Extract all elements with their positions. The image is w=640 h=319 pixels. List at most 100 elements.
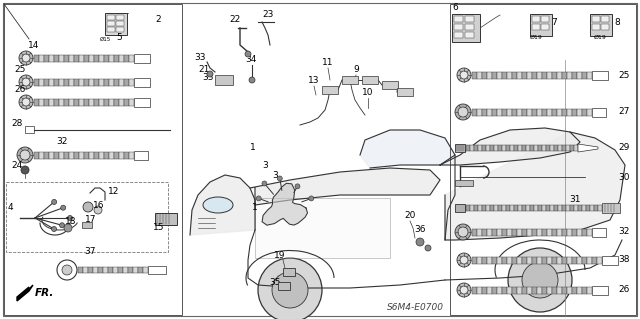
Bar	[530, 145, 534, 151]
Bar	[550, 205, 554, 211]
Bar	[532, 24, 540, 30]
Bar	[497, 256, 502, 263]
Circle shape	[455, 104, 471, 120]
Bar	[587, 108, 592, 115]
Bar	[587, 256, 592, 263]
Text: 23: 23	[262, 10, 274, 19]
Text: 2: 2	[155, 16, 161, 25]
Bar	[592, 108, 606, 116]
Bar	[69, 152, 74, 159]
Bar	[362, 76, 378, 84]
Bar	[566, 145, 570, 151]
Bar	[114, 78, 119, 85]
Bar	[44, 99, 49, 106]
Bar	[532, 228, 537, 235]
Text: Ø15: Ø15	[99, 36, 111, 41]
Bar	[105, 13, 127, 35]
Bar	[89, 99, 94, 106]
Bar	[124, 152, 129, 159]
Bar	[99, 78, 104, 85]
Bar	[59, 99, 64, 106]
Bar	[547, 286, 552, 293]
Circle shape	[272, 272, 308, 308]
Bar	[494, 205, 498, 211]
Bar	[517, 256, 522, 263]
Bar	[507, 286, 512, 293]
Bar	[527, 108, 532, 115]
Bar	[526, 145, 530, 151]
Bar	[114, 55, 119, 62]
Bar	[514, 145, 518, 151]
Bar	[49, 55, 54, 62]
Bar	[482, 145, 486, 151]
Bar	[487, 108, 492, 115]
Circle shape	[458, 107, 468, 117]
Circle shape	[52, 226, 56, 232]
Bar	[134, 78, 150, 86]
Bar	[582, 71, 587, 78]
Bar	[54, 78, 59, 85]
Bar	[567, 108, 572, 115]
Bar	[542, 228, 547, 235]
Bar	[506, 205, 510, 211]
Bar	[79, 99, 84, 106]
Bar	[94, 152, 99, 159]
Bar	[64, 55, 69, 62]
Bar	[547, 228, 552, 235]
Bar	[49, 152, 54, 159]
Bar	[472, 108, 477, 115]
Bar	[64, 78, 69, 85]
Bar	[487, 286, 492, 293]
Bar	[107, 15, 115, 20]
Bar	[557, 108, 562, 115]
Bar	[492, 71, 497, 78]
Text: 32: 32	[619, 227, 630, 236]
Bar	[124, 99, 129, 106]
Bar	[527, 256, 532, 263]
Bar	[572, 228, 577, 235]
Bar	[522, 71, 527, 78]
Bar	[530, 14, 552, 36]
Bar	[108, 267, 113, 273]
Bar	[537, 256, 542, 263]
Text: 8: 8	[614, 18, 620, 27]
Bar	[88, 267, 93, 273]
Circle shape	[249, 77, 255, 83]
Bar	[577, 256, 582, 263]
Bar	[562, 205, 566, 211]
Bar	[562, 228, 567, 235]
Bar	[577, 228, 582, 235]
Bar	[114, 152, 119, 159]
Bar	[498, 145, 502, 151]
Text: 10: 10	[362, 88, 374, 97]
Polygon shape	[262, 183, 307, 225]
Bar	[592, 256, 597, 263]
Text: 24: 24	[11, 160, 22, 169]
Bar	[538, 145, 542, 151]
Bar	[69, 78, 74, 85]
Bar	[598, 205, 602, 211]
Bar	[502, 71, 507, 78]
Circle shape	[508, 248, 572, 312]
Bar	[99, 55, 104, 62]
Text: Ø19: Ø19	[593, 35, 607, 40]
Bar	[54, 152, 59, 159]
Bar	[89, 78, 94, 85]
Bar	[497, 228, 502, 235]
Bar	[517, 71, 522, 78]
Bar	[577, 108, 582, 115]
Text: S6M4-E0700: S6M4-E0700	[387, 303, 444, 313]
Circle shape	[20, 150, 30, 160]
Bar	[546, 205, 550, 211]
Bar	[99, 99, 104, 106]
Bar	[39, 152, 44, 159]
Circle shape	[455, 224, 471, 240]
Bar	[119, 55, 124, 62]
Bar	[123, 267, 128, 273]
Bar	[542, 145, 546, 151]
Text: 19: 19	[275, 251, 285, 260]
Bar	[465, 32, 474, 38]
Text: 15: 15	[153, 224, 164, 233]
Bar	[512, 256, 517, 263]
Circle shape	[416, 238, 424, 246]
